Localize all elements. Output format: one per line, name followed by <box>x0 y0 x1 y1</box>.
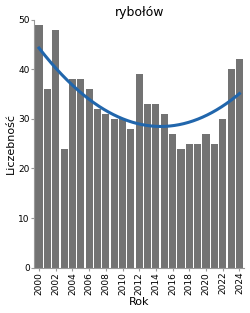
Bar <box>178 149 184 268</box>
Bar <box>161 114 168 268</box>
Bar <box>194 144 201 268</box>
Bar <box>110 119 118 268</box>
Bar <box>77 79 84 268</box>
Bar <box>69 79 76 268</box>
Bar <box>136 74 143 268</box>
X-axis label: Rok: Rok <box>129 297 150 307</box>
Bar <box>152 104 160 268</box>
Bar <box>94 109 101 268</box>
Bar <box>219 119 226 268</box>
Bar <box>36 25 43 268</box>
Bar <box>169 134 176 268</box>
Bar <box>236 59 243 268</box>
Bar <box>86 89 93 268</box>
Y-axis label: Liczebność: Liczebność <box>6 113 16 174</box>
Bar <box>52 30 59 268</box>
Title: rybołów: rybołów <box>114 6 164 18</box>
Bar <box>144 104 151 268</box>
Bar <box>211 144 218 268</box>
Bar <box>60 149 68 268</box>
Bar <box>202 134 209 268</box>
Bar <box>44 89 51 268</box>
Bar <box>186 144 193 268</box>
Bar <box>119 119 126 268</box>
Bar <box>228 69 235 268</box>
Bar <box>127 129 134 268</box>
Bar <box>102 114 109 268</box>
